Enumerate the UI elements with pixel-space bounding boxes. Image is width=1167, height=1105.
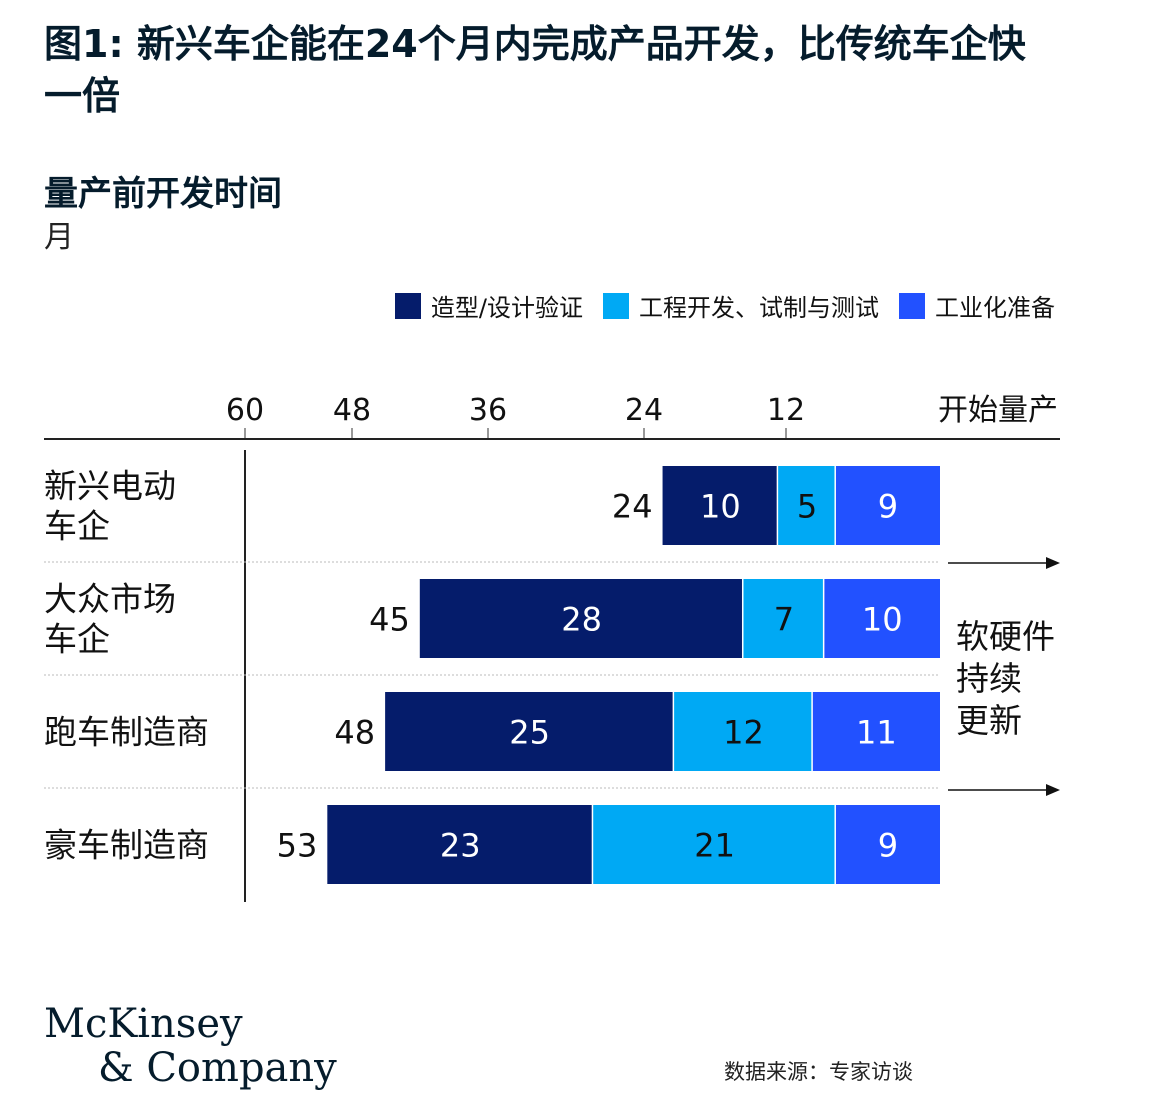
axis-end-label: 开始量产	[938, 393, 1058, 428]
source-note: 数据来源：专家访谈	[724, 1060, 913, 1084]
segment-value-label: 5	[797, 488, 817, 526]
segment-value-label: 12	[723, 714, 764, 752]
axis-tick-label: 12	[767, 393, 805, 428]
category-label: 大众市场	[44, 580, 176, 619]
total-value-label: 48	[334, 714, 375, 752]
bar-segment	[778, 466, 835, 545]
axis-tick-label: 48	[333, 393, 371, 428]
chart-title: 图1: 新兴车企能在24个月内完成产品开发，比传统车企快一倍	[44, 22, 1026, 118]
segment-value-label: 25	[509, 714, 550, 752]
segment-value-label: 10	[700, 488, 741, 526]
legend-item-industrialization: 工业化准备	[899, 288, 1055, 323]
category-label: 跑车制造商	[44, 713, 209, 752]
legend-swatch	[899, 292, 925, 319]
bar-segment	[674, 692, 812, 771]
total-value-label: 53	[277, 827, 318, 865]
segment-value-label: 11	[856, 714, 897, 752]
unit-label: 月	[44, 220, 74, 255]
legend-item-design: 造型/设计验证	[394, 288, 583, 323]
legend-label: 工程开发、试制与测试	[639, 294, 879, 322]
bar-segment	[327, 805, 592, 884]
arrow-head	[1046, 784, 1060, 796]
mckinsey-logo: McKinsey & Company	[44, 1002, 337, 1090]
segment-value-label: 9	[878, 827, 898, 865]
side-note-line: 更新	[956, 701, 1022, 740]
axis-tick-label: 24	[625, 393, 663, 428]
legend-item-engineering: 工程开发、试制与测试	[603, 288, 879, 323]
bar-segment	[824, 579, 940, 658]
bar-segment	[835, 466, 940, 545]
category-label: 车企	[44, 507, 110, 546]
bar-segment	[419, 579, 742, 658]
category-label: 豪车制造商	[44, 826, 209, 865]
bar-segment	[593, 805, 835, 884]
segment-value-label: 21	[694, 827, 735, 865]
logo-line-1: McKinsey	[44, 1001, 243, 1047]
category-label: 新兴电动	[44, 467, 176, 506]
axis-tick-label: 60	[226, 393, 264, 428]
segment-value-label: 23	[440, 827, 481, 865]
arrow-head	[1046, 557, 1060, 569]
bar-segment	[835, 805, 940, 884]
segment-value-label: 28	[561, 601, 602, 639]
bar-segment	[812, 692, 940, 771]
segment-value-label: 9	[878, 488, 898, 526]
total-value-label: 24	[612, 488, 653, 526]
legend-label: 工业化准备	[935, 294, 1055, 322]
bar-segment	[662, 466, 777, 545]
total-value-label: 45	[369, 601, 410, 639]
legend-label: 造型/设计验证	[430, 294, 583, 322]
category-label: 车企	[44, 620, 110, 659]
legend: 造型/设计验证 工程开发、试制与测试 工业化准备	[394, 288, 1055, 323]
segment-value-label: 7	[774, 601, 794, 639]
side-note-line: 持续	[956, 659, 1022, 698]
legend-swatch	[394, 292, 421, 319]
legend-swatch	[603, 292, 629, 319]
bar-segment	[743, 579, 823, 658]
chart-subtitle: 量产前开发时间	[44, 174, 282, 214]
axis-tick-label: 36	[469, 393, 507, 428]
bar-segment	[385, 692, 673, 771]
side-note-line: 软硬件	[956, 617, 1055, 656]
logo-line-2: & Company	[98, 1045, 337, 1091]
segment-value-label: 10	[862, 601, 903, 639]
